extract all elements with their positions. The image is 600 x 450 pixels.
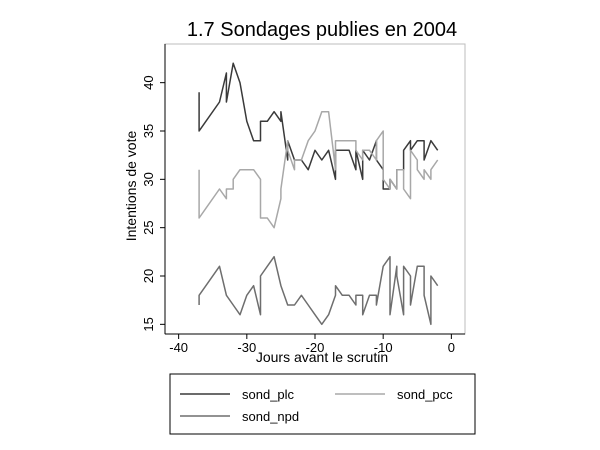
x-tick-label: 0 <box>448 340 455 355</box>
x-axis-label: Jours avant le scrutin <box>256 349 388 365</box>
y-ticks: 15 20 25 30 35 40 <box>141 75 165 332</box>
legend: sond_plc sond_pcc sond_npd <box>180 387 453 424</box>
x-tick-label: -20 <box>306 340 325 355</box>
legend-label-sond_npd: sond_npd <box>242 409 299 424</box>
y-tick-label: 25 <box>141 220 156 234</box>
chart-title: 1.7 Sondages publies en 2004 <box>187 19 457 41</box>
y-tick-label: 20 <box>141 269 156 283</box>
series-lines <box>198 62 439 326</box>
y-axis-label: Intentions de vote <box>123 131 139 242</box>
legend-label-sond_pcc: sond_pcc <box>397 387 453 402</box>
y-tick-label: 40 <box>141 75 156 89</box>
plot-area <box>164 43 466 335</box>
x-tick-label: -30 <box>237 340 256 355</box>
x-ticks: -40 -30 -20 -10 0 <box>169 334 455 355</box>
x-tick-label: -40 <box>169 340 188 355</box>
legend-label-sond_plc: sond_plc <box>242 387 295 402</box>
y-tick-label: 30 <box>141 172 156 186</box>
y-tick-label: 15 <box>141 317 156 331</box>
series-line-sond_pcc <box>198 110 439 229</box>
legend-box <box>169 373 476 435</box>
series-line-sond_npd <box>198 255 439 326</box>
y-tick-label: 35 <box>141 124 156 138</box>
x-tick-label: -10 <box>374 340 393 355</box>
